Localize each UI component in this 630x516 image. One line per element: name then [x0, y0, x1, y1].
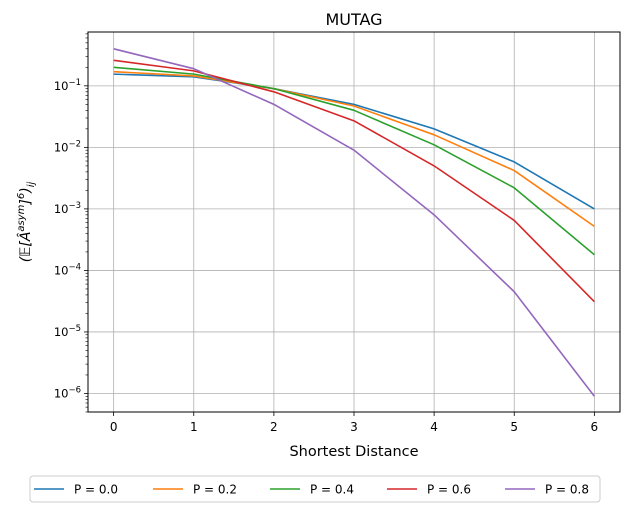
legend-label-2: P = 0.2	[193, 483, 237, 497]
series-lines	[113, 48, 595, 397]
svg-text:(𝔼[Âasym]6)ij: (𝔼[Âasym]6)ij	[16, 181, 37, 262]
series-line-4	[113, 59, 595, 303]
x-tick-label: 3	[350, 420, 358, 434]
y-tick-label: 10−5	[54, 324, 81, 339]
x-tick-label: 6	[591, 420, 599, 434]
x-tick-label: 0	[110, 420, 118, 434]
x-tick-label: 5	[510, 420, 518, 434]
x-axis-ticks: 0 1 2 3 4 5 6	[110, 412, 598, 434]
y-axis-label: (𝔼[Âasym]6)ij	[16, 181, 37, 262]
x-tick-label: 4	[430, 420, 438, 434]
series-line-3	[113, 66, 595, 256]
y-tick-label: 10−1	[54, 78, 81, 93]
x-axis-label: Shortest Distance	[289, 444, 418, 460]
series-line-2	[113, 70, 595, 228]
y-tick-label: 10−4	[54, 262, 81, 277]
y-tick-label: 10−2	[54, 139, 81, 154]
x-tick-label: 2	[270, 420, 278, 434]
y-tick-label: 10−6	[54, 385, 81, 400]
legend-label-4: P = 0.6	[427, 483, 471, 497]
series-line-5	[113, 48, 595, 397]
legend: P = 0.0 P = 0.2 P = 0.4 P = 0.6 P = 0.8	[29, 475, 601, 503]
legend-frame	[29, 475, 601, 503]
legend-label-3: P = 0.4	[310, 483, 354, 497]
grid	[88, 32, 620, 412]
legend-label-5: P = 0.8	[545, 483, 589, 497]
y-axis-ticks: 10−6 10−5 10−4 10−3 10−2 10−1	[54, 33, 88, 413]
x-tick-label: 1	[190, 420, 198, 434]
chart-title: MUTAG	[325, 10, 382, 29]
legend-label-1: P = 0.0	[74, 483, 118, 497]
series-line-1	[113, 73, 595, 210]
y-tick-label: 10−3	[54, 201, 81, 216]
